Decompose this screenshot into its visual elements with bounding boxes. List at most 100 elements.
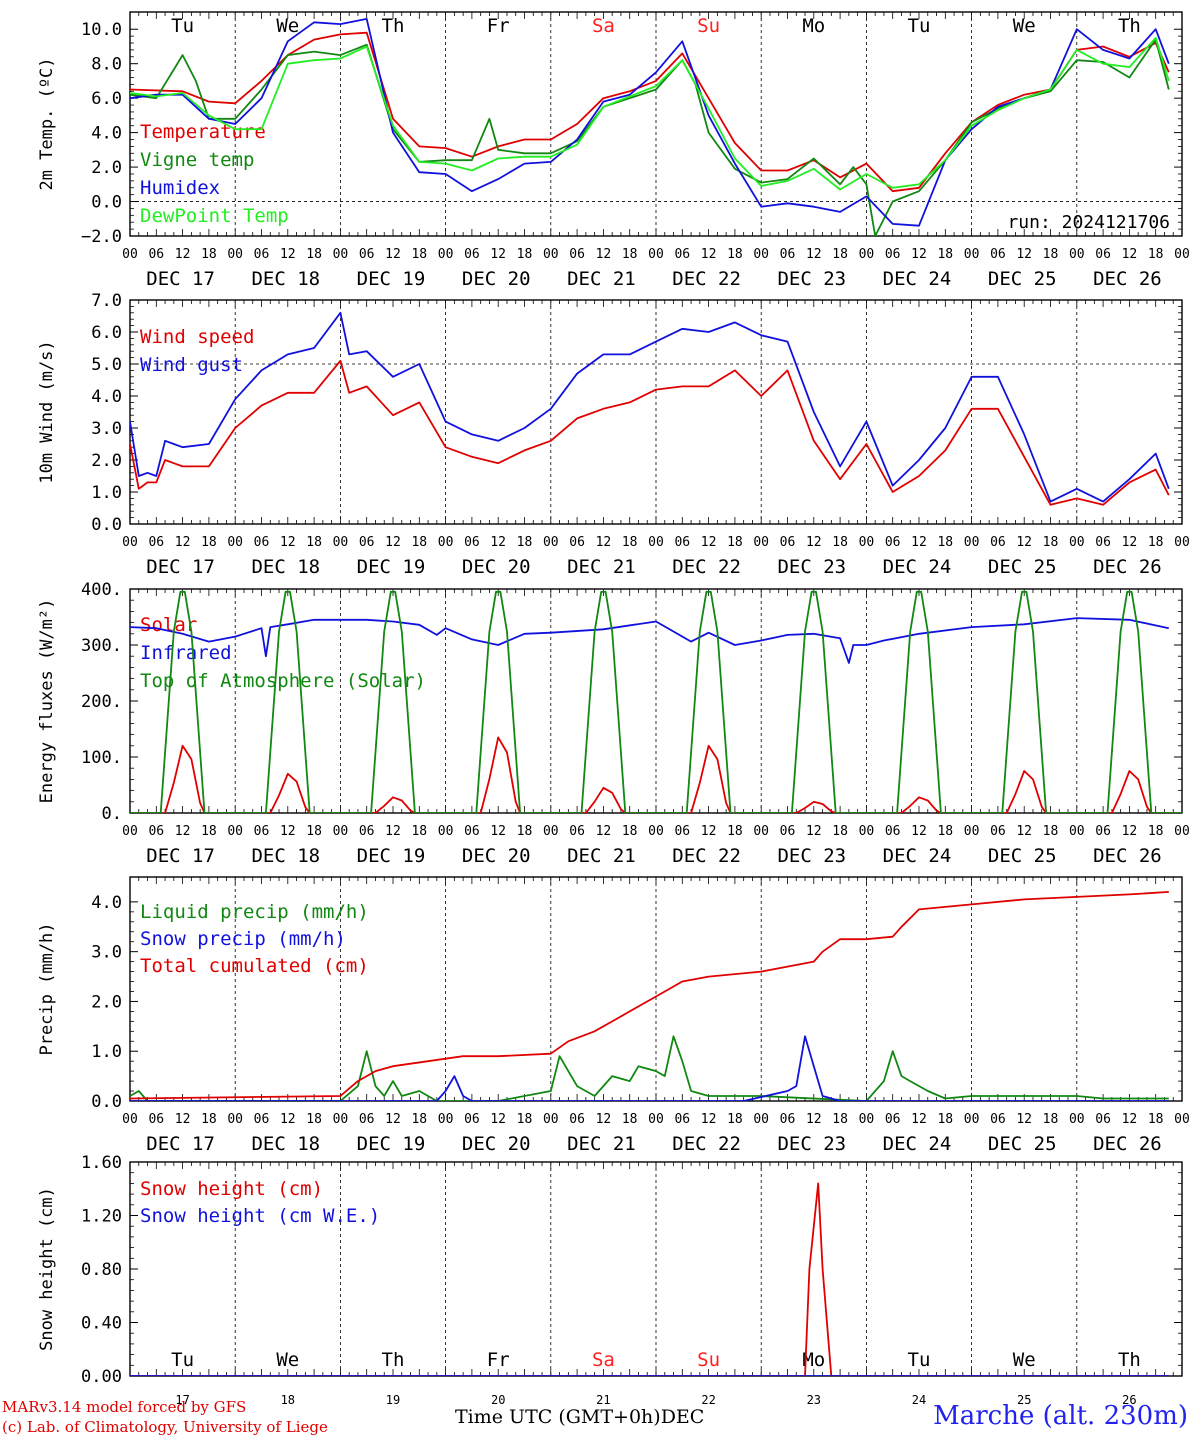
temp-hour-label: 06 — [359, 247, 375, 262]
wind-hour-label: 00 — [753, 535, 769, 550]
snow-y-axis-label: Snow height (cm) — [37, 1187, 57, 1351]
snow-weekday-label: Fr — [487, 1349, 510, 1371]
precip-date-label: DEC 21 — [567, 1133, 636, 1155]
precip-hour-label: 18 — [832, 1112, 848, 1127]
precip-date-label: DEC 23 — [777, 1133, 846, 1155]
snow-y-tick-label: 0.80 — [81, 1260, 122, 1280]
precip-hour-label: 00 — [648, 1112, 664, 1127]
wind-y-tick-label: 1.0 — [91, 483, 122, 503]
wind-y-tick-label: 0.0 — [91, 515, 122, 535]
temp-y-tick-label: 8.0 — [91, 55, 122, 75]
time-axis-text: Time UTC (GMT+0h) — [455, 1406, 661, 1428]
temp-hour-label: 12 — [596, 247, 612, 262]
snow-y-tick-label: 1.20 — [81, 1207, 122, 1227]
snow-legend-entry: Snow height (cm W.E.) — [140, 1205, 380, 1227]
temp-hour-label: 00 — [753, 247, 769, 262]
temp-date-label: DEC 21 — [567, 268, 636, 290]
wind-hour-label: 18 — [1043, 535, 1059, 550]
wind-hour-label: 06 — [1095, 535, 1111, 550]
precip-hour-label: 18 — [411, 1112, 427, 1127]
energy-hour-label: 18 — [622, 824, 638, 839]
temp-hour-label: 00 — [859, 247, 875, 262]
energy-hour-label: 12 — [911, 824, 927, 839]
wind-hour-label: 06 — [674, 535, 690, 550]
precip-hour-label: 06 — [674, 1112, 690, 1127]
precip-date-label: DEC 19 — [357, 1133, 426, 1155]
wind-hour-label: 06 — [885, 535, 901, 550]
wind-date-label: DEC 22 — [672, 556, 741, 578]
snow-weekday-label: Tu — [171, 1349, 194, 1371]
energy-series-infrared — [130, 617, 1169, 664]
wind-hour-label: 00 — [859, 535, 875, 550]
precip-y-axis-label: Precip (mm/h) — [37, 922, 57, 1055]
energy-hour-label: 00 — [648, 824, 664, 839]
energy-hour-label: 18 — [832, 824, 848, 839]
precip-series-total-cumulated-cm — [130, 891, 1169, 1100]
precip-date-label: DEC 20 — [462, 1133, 531, 1155]
snow-weekday-label: We — [276, 1349, 299, 1371]
wind-hour-label: 18 — [622, 535, 638, 550]
temp-hour-label: 18 — [1148, 247, 1164, 262]
temp-y-tick-label: 10.0 — [81, 20, 122, 40]
snow-day-number: 26 — [1122, 1393, 1136, 1407]
temp-date-label: DEC 22 — [672, 268, 741, 290]
energy-date-label: DEC 17 — [146, 845, 215, 867]
station-title: Marche (alt. 230m) — [933, 1401, 1188, 1431]
wind-hour-label: 18 — [727, 535, 743, 550]
temp-hour-label: 06 — [254, 247, 270, 262]
wind-series-wind-gust — [130, 311, 1170, 503]
temp-date-label: DEC 17 — [146, 268, 215, 290]
precip-y-tick-label: 3.0 — [91, 943, 122, 963]
precip-series-liquid-precip-mm-h — [130, 1035, 1169, 1101]
precip-hour-label: 18 — [937, 1112, 953, 1127]
snow-day-number: 24 — [912, 1393, 926, 1407]
temp-hour-label: 12 — [385, 247, 401, 262]
energy-hour-label: 06 — [569, 824, 585, 839]
precip-legend-entry: Liquid precip (mm/h) — [140, 901, 369, 923]
snow-weekday-label: Mo — [802, 1349, 825, 1371]
precip-hour-label: 12 — [911, 1112, 927, 1127]
precip-hour-label: 12 — [490, 1112, 506, 1127]
precip-hour-label: 00 — [438, 1112, 454, 1127]
temp-hour-label: 06 — [780, 247, 796, 262]
wind-date-label: DEC 25 — [988, 556, 1057, 578]
temp-hour-label: 18 — [306, 247, 322, 262]
temp-hour-label: 12 — [1122, 247, 1138, 262]
wind-hour-label: 12 — [911, 535, 927, 550]
wind-series-wind-speed — [130, 359, 1170, 506]
temp-legend-entry: Humidex — [140, 177, 220, 199]
snow-series-snow-height-cm — [130, 1182, 1169, 1376]
time-axis-label: Time UTC (GMT+0h)DEC — [455, 1406, 704, 1428]
wind-hour-label: 00 — [648, 535, 664, 550]
temp-hour-label: 18 — [1043, 247, 1059, 262]
precip-hour-label: 18 — [1043, 1112, 1059, 1127]
energy-hour-label: 00 — [1069, 824, 1085, 839]
energy-hour-label: 12 — [701, 824, 717, 839]
snow-weekday-label: Tu — [908, 1349, 931, 1371]
energy-hour-label: 18 — [201, 824, 217, 839]
energy-hour-label: 18 — [937, 824, 953, 839]
energy-hour-label: 18 — [1043, 824, 1059, 839]
temp-hour-label: 12 — [490, 247, 506, 262]
energy-y-tick-label: 300. — [81, 636, 122, 656]
precip-hour-label: 18 — [727, 1112, 743, 1127]
snow-weekday-label: Th — [382, 1349, 405, 1371]
precip-y-tick-label: 4.0 — [91, 893, 122, 913]
snow-legend-entry: Snow height (cm) — [140, 1178, 323, 1200]
temp-hour-label: 06 — [464, 247, 480, 262]
temp-hour-label: 12 — [280, 247, 296, 262]
precip-hour-label: 00 — [964, 1112, 980, 1127]
precip-y-tick-label: 1.0 — [91, 1042, 122, 1062]
wind-hour-label: 18 — [832, 535, 848, 550]
temp-hour-label: 18 — [937, 247, 953, 262]
wind-hour-label: 12 — [596, 535, 612, 550]
temp-weekday-label: Mo — [802, 15, 825, 37]
temp-date-label: DEC 23 — [777, 268, 846, 290]
wind-hour-label: 06 — [359, 535, 375, 550]
temp-series-vigne-temp — [130, 38, 1170, 236]
temp-hour-label: 00 — [543, 247, 559, 262]
wind-hour-label: 12 — [280, 535, 296, 550]
energy-series-top-of-atmosphere-solar — [130, 590, 1182, 813]
snow-y-tick-label: 0.00 — [81, 1367, 122, 1387]
temp-hour-label: 00 — [122, 247, 138, 262]
